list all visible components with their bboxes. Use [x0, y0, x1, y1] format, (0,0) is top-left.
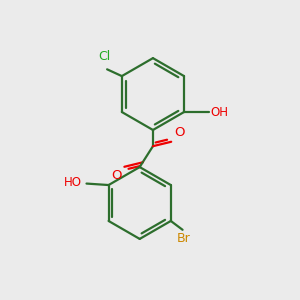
Text: Br: Br: [177, 232, 191, 245]
Text: OH: OH: [211, 106, 229, 118]
Text: O: O: [174, 126, 184, 140]
Text: HO: HO: [64, 176, 82, 189]
Text: O: O: [111, 169, 122, 182]
Text: Cl: Cl: [98, 50, 110, 62]
